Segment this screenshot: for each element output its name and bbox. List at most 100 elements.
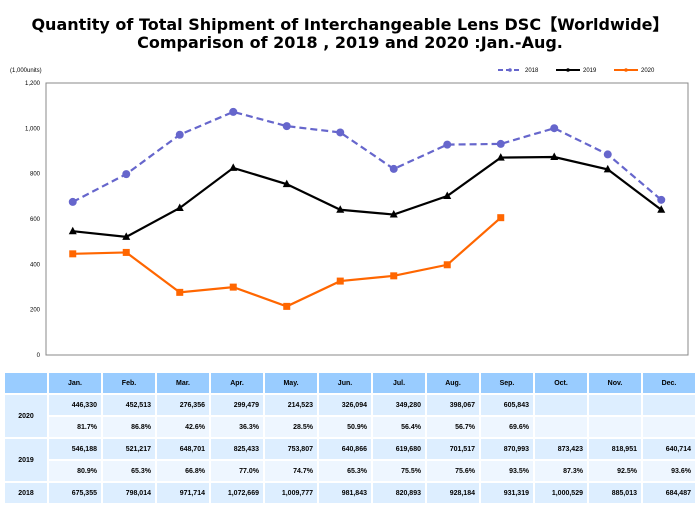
table-row: 2020 446,330 452,513 276,356 299,479 214,523 3…	[5, 395, 695, 437]
units-cell	[643, 395, 695, 415]
data-table: Jan. Feb. Mar. Apr. May. Jun. Jul. Aug. Sep. Oct.…	[3, 371, 697, 505]
legend-label-2018: 2018	[525, 68, 539, 74]
percent-cell: 65.3%	[103, 461, 155, 481]
percent-cell: 81.7%	[49, 417, 101, 437]
table-row-percent: 80.9% 65.3% 66.8% 77.0% 74.7% 65.3% 75.5% 75.6%…	[5, 461, 695, 481]
table-row-percent: 81.7% 86.8% 42.6% 36.3% 28.5% 50.9% 56.4% 56.7%…	[5, 417, 695, 437]
data-point	[550, 152, 559, 161]
chart-title-line1: Quantity of Total Shipment of Interchang…	[31, 15, 669, 34]
percent-cell: 75.5%	[373, 461, 425, 481]
data-point	[282, 122, 291, 131]
y-tick-label: 200	[30, 308, 41, 314]
y-tick-label: 1,000	[25, 126, 41, 132]
units-cell: 798,014	[103, 483, 155, 503]
percent-cell: 86.8%	[103, 417, 155, 437]
units-cell: 885,013	[589, 483, 641, 503]
data-point	[443, 261, 451, 269]
data-point	[122, 248, 130, 256]
column-header: Jan.	[49, 373, 101, 393]
data-point	[122, 232, 131, 240]
data-point	[229, 163, 238, 171]
legend-marker	[624, 68, 628, 72]
row-year-label: 2019	[5, 439, 47, 481]
data-point	[603, 164, 612, 173]
units-cell: 1,009,777	[265, 483, 317, 503]
percent-cell	[643, 417, 695, 437]
percent-cell: 80.9%	[49, 461, 101, 481]
units-cell: 546,188	[49, 439, 101, 459]
chart-title-line2: Comparison of 2018 , 2019 and 2020 :Jan.…	[137, 33, 563, 52]
data-point	[603, 150, 612, 159]
column-header: May.	[265, 373, 317, 393]
data-point	[496, 153, 505, 161]
y-tick-label: 800	[30, 172, 41, 178]
units-cell: 820,893	[373, 483, 425, 503]
percent-cell: 66.8%	[157, 461, 209, 481]
percent-cell: 69.6%	[481, 417, 533, 437]
percent-cell: 93.6%	[643, 461, 695, 481]
units-cell: 398,067	[427, 395, 479, 415]
percent-cell: 28.5%	[265, 417, 317, 437]
data-point	[68, 226, 77, 235]
data-point	[657, 205, 666, 213]
units-cell: 214,523	[265, 395, 317, 415]
units-cell	[535, 395, 587, 415]
units-cell: 349,280	[373, 395, 425, 415]
data-point	[389, 164, 398, 173]
y-tick-label: 600	[30, 217, 41, 223]
legend-marker	[508, 68, 512, 72]
percent-cell: 74.7%	[265, 461, 317, 481]
units-cell	[589, 395, 641, 415]
data-point	[175, 203, 184, 211]
percent-cell: 56.7%	[427, 417, 479, 437]
table-corner	[5, 373, 47, 393]
column-header: Feb.	[103, 373, 155, 393]
data-point	[443, 191, 452, 199]
data-point	[336, 277, 344, 285]
row-year-label: 2020	[5, 395, 47, 437]
column-header: Dec.	[643, 373, 695, 393]
table-row: 2019 546,188 521,217 648,701 825,433 753,807 6…	[5, 439, 695, 481]
percent-cell: 56.4%	[373, 417, 425, 437]
units-cell: 1,072,669	[211, 483, 263, 503]
data-point	[229, 283, 237, 291]
table-header-row: Jan. Feb. Mar. Apr. May. Jun. Jul. Aug. Sep. Oct.…	[5, 373, 695, 393]
data-point	[69, 250, 77, 258]
units-cell: 640,866	[319, 439, 371, 459]
units-cell: 870,993	[481, 439, 533, 459]
units-cell: 648,701	[157, 439, 209, 459]
units-cell: 299,479	[211, 395, 263, 415]
data-point	[497, 214, 505, 222]
percent-cell: 87.3%	[535, 461, 587, 481]
legend-label-2020: 2020	[641, 68, 655, 74]
units-cell: 818,951	[589, 439, 641, 459]
data-point	[336, 205, 345, 213]
units-cell: 675,355	[49, 483, 101, 503]
units-cell: 928,184	[427, 483, 479, 503]
units-cell: 931,319	[481, 483, 533, 503]
column-header: Nov.	[589, 373, 641, 393]
data-point	[657, 195, 666, 204]
y-axis-unit-label: (1,000units)	[10, 68, 42, 74]
units-cell: 452,513	[103, 395, 155, 415]
units-cell: 701,517	[427, 439, 479, 459]
units-cell: 640,714	[643, 439, 695, 459]
units-cell: 873,423	[535, 439, 587, 459]
line-chart: 0 200 400 600 800 1,000 1,200 2018 2019 2020	[25, 68, 689, 359]
percent-cell: 42.6%	[157, 417, 209, 437]
data-point	[175, 130, 184, 139]
data-point	[443, 140, 452, 149]
row-year-label: 2018	[5, 483, 47, 503]
units-cell: 521,217	[103, 439, 155, 459]
data-point	[550, 124, 559, 133]
percent-cell: 77.0%	[211, 461, 263, 481]
units-cell: 619,680	[373, 439, 425, 459]
percent-cell: 65.3%	[319, 461, 371, 481]
percent-cell: 50.9%	[319, 417, 371, 437]
units-cell: 1,000,529	[535, 483, 587, 503]
column-header: Aug.	[427, 373, 479, 393]
data-point	[283, 302, 291, 310]
data-point	[336, 128, 345, 137]
data-point	[68, 197, 77, 206]
percent-cell: 92.5%	[589, 461, 641, 481]
